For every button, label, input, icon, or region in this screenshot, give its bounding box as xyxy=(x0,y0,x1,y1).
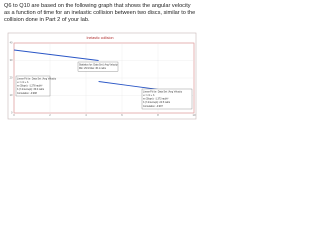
question-text: Q6 to Q10 are based on the following gra… xyxy=(4,3,196,23)
annotation-text: m (Slope): -1.278 rad/s² xyxy=(17,85,42,88)
annotation-box xyxy=(77,61,119,72)
x-tick-label: 4 xyxy=(85,113,87,117)
data-line xyxy=(13,49,99,61)
annotation-text: ω = mt + b xyxy=(17,81,29,84)
annotation-text: Statistics for: Data Set | Ang Velocity xyxy=(79,63,118,66)
annotation-box xyxy=(15,75,51,97)
x-tick-label: 10 xyxy=(193,113,196,117)
y-tick-label: 20 xyxy=(10,76,13,80)
chart-title: Inelastic collision xyxy=(87,36,114,40)
y-tick-label: 40 xyxy=(10,41,13,45)
x-tick-label: 6 xyxy=(121,113,123,117)
annotation-text: b (Y-Intercept): 24.5 rad/s xyxy=(143,101,171,104)
x-tick-label: 8 xyxy=(157,113,159,117)
y-tick-label: 10 xyxy=(10,93,13,97)
annotation-box xyxy=(141,88,193,110)
y-tick-label: 30 xyxy=(10,58,13,62)
annotation-text: b (Y-Intercept): 36.0 rad/s xyxy=(17,88,45,91)
annotation-text: Correlation: -0.997 xyxy=(143,105,163,108)
page: {"question": "Q6 to Q10 are based on the… xyxy=(0,0,200,120)
x-tick-label: 0 xyxy=(13,113,15,117)
annotation-text: Linear Fit for: Data Set | Ang Velocity xyxy=(143,90,183,93)
annotation-text: Linear Fit for: Data Set | Ang Velocity xyxy=(17,77,57,80)
y-tick-label: 0 xyxy=(11,111,13,115)
annotation-text: m (Slope): -1.373 rad/s² xyxy=(143,98,168,101)
annotation-text: Min: 29.9 Max: 36.1 rad/s xyxy=(79,67,107,70)
annotation-text: ω = mt + b xyxy=(143,94,155,97)
annotation-text: Correlation: -0.998 xyxy=(17,92,37,95)
x-tick-label: 2 xyxy=(49,113,51,117)
